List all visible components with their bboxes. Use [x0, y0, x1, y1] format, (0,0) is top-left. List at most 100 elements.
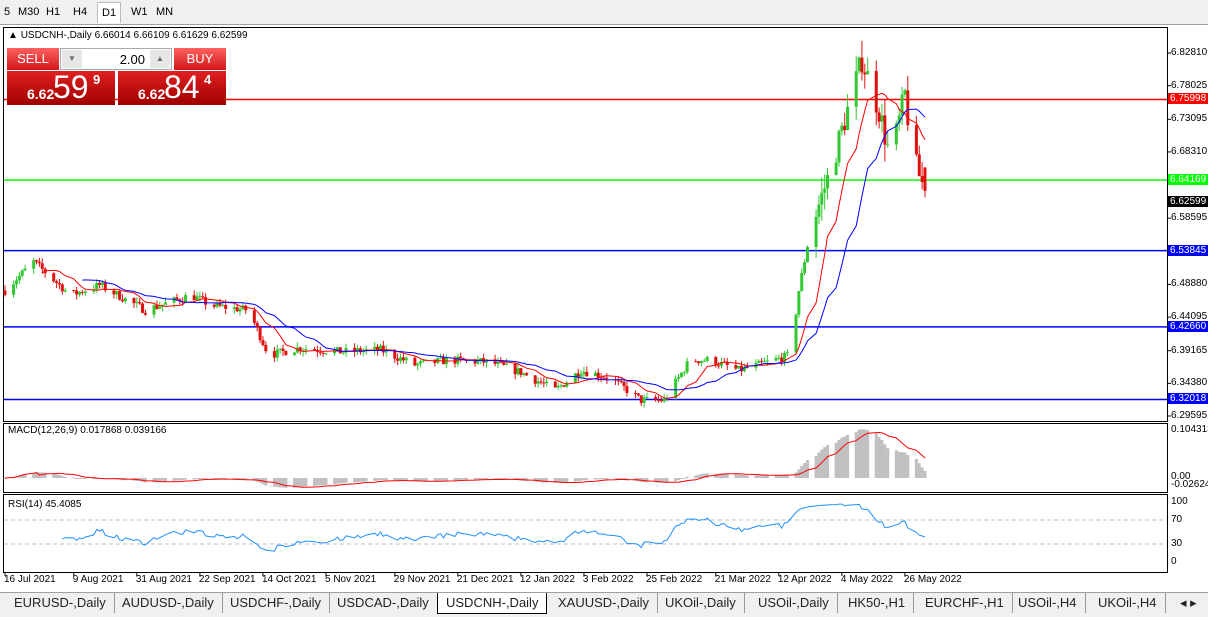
macd-histogram-bar: [12, 477, 16, 479]
macd-histogram-bar: [462, 478, 466, 480]
macd-histogram-bar: [857, 429, 861, 478]
sell-price-prefix: 6.62: [27, 86, 55, 102]
macd-histogram-bar: [762, 475, 766, 478]
candle-body: [252, 310, 256, 323]
candle-body: [141, 303, 145, 313]
candle-body: [462, 358, 466, 360]
time-axis-label: 21 Mar 2022: [714, 574, 771, 585]
candle-body: [599, 377, 603, 379]
candle-body: [3, 290, 7, 295]
chart-window[interactable]: ▲ USDCNH-,Daily 6.66014 6.66109 6.61629 …: [0, 25, 1208, 592]
macd-histogram-bar: [860, 429, 864, 478]
timeframe-D1[interactable]: D1: [97, 2, 122, 23]
chart-tab[interactable]: UKOil-,Daily: [657, 593, 745, 613]
macd-histogram-bar: [720, 473, 723, 478]
lot-size-input[interactable]: ▼ 2.00 ▲: [60, 48, 172, 70]
macd-histogram-bar: [834, 442, 838, 478]
candle-body: [906, 90, 910, 126]
price-axis-label: 6.78025: [1171, 79, 1208, 91]
candle-body: [404, 357, 408, 361]
increase-lot-icon[interactable]: ▲: [150, 50, 170, 68]
lot-value[interactable]: 2.00: [119, 52, 145, 67]
candle-body: [593, 372, 597, 377]
chart-tab[interactable]: XAUUSD-,Daily: [550, 593, 659, 613]
candle-body: [55, 281, 59, 283]
macd-histogram-bar: [421, 478, 425, 482]
candle-body: [321, 352, 325, 354]
candle-body: [863, 72, 867, 75]
candle-body: [138, 302, 142, 304]
macd-histogram-bar: [777, 474, 781, 478]
macd-histogram-bar: [393, 478, 397, 481]
chart-tab[interactable]: USDCHF-,Daily: [222, 593, 330, 613]
macd-histogram-bar: [665, 478, 669, 483]
macd-histogram-bar: [404, 478, 408, 482]
chart-tab[interactable]: HK50-,H1: [840, 593, 915, 613]
buy-price-pips: 84: [164, 69, 200, 105]
decrease-lot-icon[interactable]: ▼: [62, 50, 82, 68]
macd-histogram-bar: [204, 478, 208, 479]
macd-histogram-bar: [17, 475, 21, 478]
macd-histogram-bar: [341, 478, 345, 484]
macd-histogram-bar: [645, 478, 649, 483]
chart-tab[interactable]: USDCAD-,Daily: [329, 593, 438, 613]
macd-histogram-bar: [473, 478, 477, 480]
chart-canvas[interactable]: [0, 25, 1208, 592]
tab-scroll-arrows-icon[interactable]: ◂ ▸: [1180, 595, 1197, 610]
chart-tab[interactable]: UKOil-,H4: [1090, 593, 1166, 613]
candle-body: [757, 360, 761, 363]
timeframe-H4[interactable]: H4: [73, 6, 88, 18]
candle-body: [654, 397, 658, 400]
chart-tab[interactable]: USOil-,H4: [1010, 593, 1086, 613]
sell-button[interactable]: SELL: [7, 48, 59, 70]
macd-histogram-bar: [883, 444, 887, 478]
candle-body: [275, 349, 279, 358]
macd-histogram-bar: [78, 478, 82, 479]
macd-histogram-bar: [897, 451, 901, 478]
timeframe-5[interactable]: 5: [4, 6, 11, 18]
macd-histogram-bar: [23, 474, 27, 478]
chart-tab[interactable]: EURCHF-,H1: [917, 593, 1013, 613]
timeframe-H1[interactable]: H1: [46, 6, 61, 18]
candle-body: [235, 307, 239, 312]
timeframe-MN[interactable]: MN: [156, 6, 174, 18]
macd-histogram-bar: [499, 478, 503, 480]
macd-histogram-bar: [923, 471, 927, 478]
candle-body: [662, 398, 666, 402]
candle-body: [459, 356, 463, 359]
macd-histogram-bar: [32, 473, 36, 478]
candle-body: [499, 361, 503, 363]
macd-histogram-bar: [356, 478, 360, 483]
macd-histogram-bar: [172, 478, 176, 481]
buy-price[interactable]: 6.62 84 4: [118, 69, 226, 105]
candle-body: [192, 295, 196, 301]
macd-histogram-bar: [843, 436, 847, 478]
candle-body: [373, 346, 377, 350]
macd-histogram-bar: [553, 478, 557, 483]
chart-tab[interactable]: EURUSD-,Daily: [6, 593, 115, 613]
buy-button[interactable]: BUY: [174, 48, 226, 70]
chart-tab[interactable]: USDCNH-,Daily: [437, 593, 548, 614]
price-axis-label: 6.44095: [1171, 311, 1208, 323]
candle-body: [803, 262, 807, 273]
candle-body: [14, 280, 18, 285]
macd-histogram-bar: [505, 478, 509, 480]
timeframe-W1[interactable]: W1: [131, 6, 148, 18]
candle-body: [582, 371, 586, 375]
candle-body: [112, 290, 116, 295]
macd-histogram-bar: [401, 478, 405, 482]
candle-body: [854, 71, 858, 107]
candle-body: [479, 358, 483, 361]
candle-body: [740, 365, 744, 372]
chart-tab[interactable]: AUDUSD-,Daily: [114, 593, 223, 613]
candle-body: [525, 373, 529, 376]
chart-tab[interactable]: USOil-,Daily: [750, 593, 838, 613]
sell-price[interactable]: 6.62 59 9: [7, 69, 115, 105]
macd-histogram-bar: [456, 478, 460, 481]
price-axis-label: 6.68310: [1171, 145, 1208, 157]
candle-body: [857, 57, 861, 72]
candle-body: [725, 361, 729, 366]
macd-histogram-bar: [616, 478, 620, 480]
macd-histogram-bar: [757, 475, 761, 478]
timeframe-M30[interactable]: M30: [18, 6, 40, 18]
